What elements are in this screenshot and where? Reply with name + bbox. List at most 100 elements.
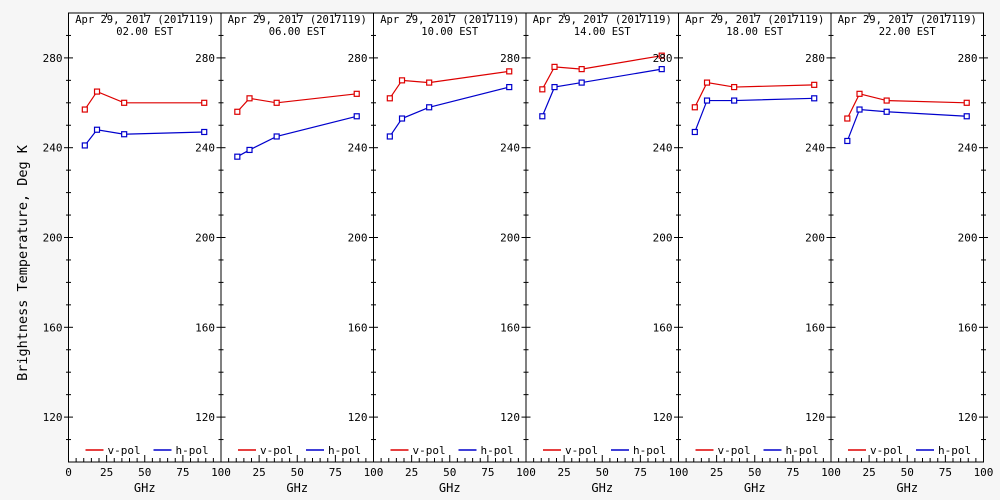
h-pol-marker <box>856 106 863 113</box>
y-tick-label: 280 <box>348 52 368 65</box>
panel-frame <box>68 12 222 463</box>
v-pol-marker <box>273 99 280 106</box>
y-tick-label: 240 <box>805 142 825 155</box>
y-tick-label: 280 <box>43 52 63 65</box>
v-pol-marker <box>691 104 698 111</box>
y-tick-label: 200 <box>653 232 673 245</box>
y-tick-label: 160 <box>805 321 825 334</box>
x-tick-label: 100 <box>974 466 994 479</box>
h-pol-marker <box>398 115 406 122</box>
v-pol-marker <box>578 66 585 73</box>
h-pol-line <box>541 68 662 117</box>
v-pol-line <box>846 93 967 119</box>
legend-label-v-pol: v-pol <box>565 444 598 457</box>
x-tick-label: 100 <box>211 466 231 479</box>
y-tick-label: 280 <box>805 52 825 65</box>
y-tick-label: 160 <box>43 321 63 334</box>
x-tick-label: 100 <box>821 466 841 479</box>
y-tick-label: 240 <box>195 142 215 155</box>
legend-label-v-pol: v-pol <box>260 444 293 457</box>
h-pol-line <box>389 86 510 137</box>
panel-title-time: 06.00 EST <box>269 26 327 38</box>
panel-title-date: Apr 29, 2017 (2017119) <box>838 14 977 26</box>
y-tick-label: 200 <box>348 232 368 245</box>
y-tick-label: 160 <box>653 321 673 334</box>
y-tick-label: 120 <box>958 411 978 424</box>
v-pol-marker <box>811 81 818 88</box>
panel-title-time: 18.00 EST <box>726 26 784 38</box>
x-tick-label: 100 <box>364 466 384 479</box>
v-pol-marker <box>234 108 241 115</box>
h-pol-marker <box>539 113 546 120</box>
h-pol-line <box>694 97 815 133</box>
h-pol-marker <box>353 113 360 120</box>
x-tick-label: 25 <box>405 466 418 479</box>
v-pol-line <box>84 90 205 110</box>
x-tick-label: 25 <box>558 466 571 479</box>
x-tick-label: 50 <box>901 466 914 479</box>
x-tick-label: 0 <box>65 466 72 479</box>
x-tick-label: 25 <box>863 466 876 479</box>
y-tick-label: 240 <box>958 142 978 155</box>
x-axis-unit-label: GHz <box>286 481 308 495</box>
v-pol-marker <box>398 77 406 84</box>
y-tick-label: 280 <box>958 52 978 65</box>
panel-title-time: 14.00 EST <box>574 26 632 38</box>
y-tick-label: 240 <box>43 142 63 155</box>
y-tick-label: 120 <box>43 411 63 424</box>
panel-title-date: Apr 29, 2017 (2017119) <box>75 14 214 26</box>
panel-title-date: Apr 29, 2017 (2017119) <box>533 14 672 26</box>
v-pol-line <box>541 55 662 90</box>
h-pol-marker <box>691 128 698 136</box>
h-pol-marker <box>201 128 208 136</box>
legend-label-v-pol: v-pol <box>870 444 903 457</box>
v-pol-marker <box>506 68 513 75</box>
x-tick-label: 75 <box>939 466 952 479</box>
y-tick-label: 160 <box>500 321 520 334</box>
panel-title-date: Apr 29, 2017 (2017119) <box>228 14 367 26</box>
h-pol-marker <box>883 108 890 115</box>
x-tick-label: 50 <box>748 466 761 479</box>
y-tick-label: 200 <box>805 232 825 245</box>
v-pol-marker <box>844 115 851 122</box>
v-pol-line <box>236 93 357 113</box>
y-tick-label: 280 <box>195 52 215 65</box>
x-tick-label: 25 <box>710 466 723 479</box>
v-pol-marker <box>539 86 546 93</box>
panel-title-date: Apr 29, 2017 (2017119) <box>380 14 519 26</box>
panel-title-time: 10.00 EST <box>421 26 479 38</box>
x-tick-label: 75 <box>634 466 647 479</box>
panel-5: 120 160 200 240 280 25 50 75 100 GHz Apr 29, 2017 … <box>653 12 841 495</box>
y-tick-label: 200 <box>958 232 978 245</box>
y-tick-label: 240 <box>500 142 520 155</box>
x-tick-label: 75 <box>176 466 189 479</box>
v-pol-marker <box>121 99 128 106</box>
h-pol-marker <box>386 133 393 140</box>
v-pol-marker <box>731 83 738 91</box>
h-pol-line <box>237 115 357 158</box>
y-tick-label: 120 <box>348 411 368 424</box>
y-tick-label: 120 <box>653 411 673 424</box>
y-tick-label: 280 <box>500 52 520 65</box>
x-tick-label: 75 <box>329 466 342 479</box>
legend-label-h-pol: h-pol <box>786 444 819 457</box>
h-pol-marker <box>731 97 738 104</box>
y-tick-label: 280 <box>653 52 673 65</box>
h-pol-marker <box>703 97 711 104</box>
y-tick-label: 160 <box>958 321 978 334</box>
x-tick-label: 50 <box>138 466 151 479</box>
h-pol-marker <box>121 131 128 138</box>
h-pol-marker <box>811 95 818 102</box>
y-tick-label: 200 <box>195 232 215 245</box>
x-tick-label: 50 <box>291 466 304 479</box>
h-pol-marker <box>81 142 88 149</box>
v-pol-marker <box>201 99 208 106</box>
h-pol-line <box>846 108 967 142</box>
panel-6: 120 120 160 160 200 200 240 240 280 280 25 50 75 100 G… <box>805 12 994 495</box>
v-pol-marker <box>386 95 393 102</box>
h-pol-marker <box>551 83 558 91</box>
y-tick-label: 240 <box>653 142 673 155</box>
x-axis-unit-label: GHz <box>744 481 766 495</box>
panel-frame <box>830 12 984 463</box>
